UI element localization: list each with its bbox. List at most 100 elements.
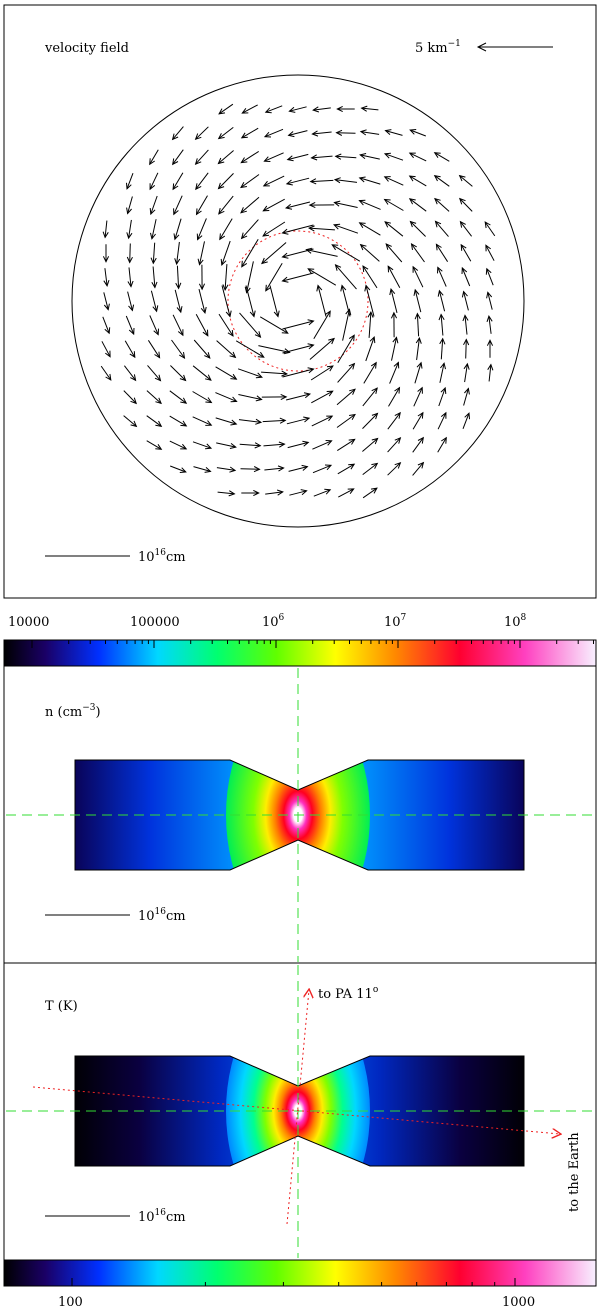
velocity-arrow <box>285 393 311 401</box>
velocity-arrowhead <box>172 183 179 191</box>
density-tick-0: 10000 <box>8 615 49 630</box>
velocity-arrow <box>127 291 133 311</box>
velocity-arrow <box>193 339 211 359</box>
velocity-arrow <box>306 249 338 257</box>
velocity-arrow <box>218 195 234 215</box>
velocity-arrow <box>311 390 333 404</box>
velocity-arrow <box>465 339 467 359</box>
velocity-arrowhead <box>312 106 320 113</box>
velocity-arrowhead <box>358 222 366 229</box>
velocity-arrowhead <box>180 397 188 404</box>
velocity-arrowhead <box>413 288 420 296</box>
velocity-arrow <box>238 419 262 423</box>
velocity-arrowhead <box>127 280 134 288</box>
velocity-arrow <box>387 412 401 430</box>
velocity-arrow <box>311 155 333 159</box>
velocity-arrowhead <box>130 397 138 405</box>
velocity-arrow <box>218 173 234 189</box>
velocity-arrowhead <box>150 232 156 240</box>
temperature-scale-label: 1016cm <box>138 1208 186 1225</box>
velocity-arrowhead <box>151 281 158 289</box>
velocity-arrowhead <box>240 207 247 214</box>
velocity-arrow <box>362 265 378 289</box>
velocity-arrowhead <box>287 131 295 138</box>
velocity-arrowhead <box>103 279 110 287</box>
velocity-arrow <box>264 467 284 471</box>
velocity-arrowhead <box>335 129 343 136</box>
velocity-arrowhead <box>230 373 238 380</box>
velocity-arrow <box>336 414 356 428</box>
velocity-arrowhead <box>173 208 179 216</box>
velocity-arrow <box>288 466 308 472</box>
velocity-arrowhead <box>281 276 289 283</box>
velocity-arrow <box>152 266 156 288</box>
velocity-arrowhead <box>435 243 442 251</box>
velocity-arrow <box>240 174 260 188</box>
velocity-arrowhead <box>149 158 155 166</box>
velocity-arrowhead <box>383 198 391 205</box>
velocity-arrow <box>261 371 287 375</box>
velocity-arrowhead <box>463 362 470 370</box>
velocity-arrowhead <box>240 132 248 139</box>
velocity-arrow <box>337 363 355 383</box>
velocity-arrow <box>169 440 187 450</box>
velocity-arrow <box>128 267 132 287</box>
velocity-arrow <box>169 415 187 427</box>
velocity-arrow <box>437 437 447 453</box>
velocity-arrow <box>217 491 235 495</box>
temperature-colorbar <box>3 1259 597 1287</box>
velocity-arrow <box>123 415 137 427</box>
inner-dotted-circle <box>227 230 369 372</box>
density-tick-1: 100000 <box>130 615 180 630</box>
velocity-arrow <box>146 390 162 404</box>
velocity-arrowhead <box>408 152 416 159</box>
velocity-arrowhead <box>179 352 186 359</box>
velocity-arrowhead <box>229 443 237 449</box>
velocity-arrowhead <box>240 157 248 164</box>
velocity-arrowhead <box>219 233 226 241</box>
velocity-arrowhead <box>384 129 392 135</box>
velocity-arrowhead <box>180 420 188 427</box>
velocity-arrowhead <box>440 362 446 370</box>
temperature-tick-1000: 1000 <box>502 1295 535 1310</box>
velocity-arrow <box>440 338 444 360</box>
velocity-arrowhead <box>487 363 494 371</box>
velocity-arrowhead <box>303 392 312 399</box>
velocity-arrowhead <box>281 327 289 334</box>
velocity-arrow <box>241 127 259 139</box>
velocity-arrow <box>146 440 162 450</box>
velocity-arrowhead <box>225 310 232 318</box>
velocity-arrow <box>362 438 378 452</box>
velocity-arrow <box>282 224 314 234</box>
velocity-arrow <box>241 219 259 239</box>
speed-scale-label: 5 km−1 <box>415 39 461 56</box>
velocity-arrow <box>147 340 161 358</box>
velocity-arrow <box>246 261 254 293</box>
velocity-arrow <box>313 310 331 340</box>
velocity-arrow <box>240 196 260 214</box>
velocity-arrowhead <box>334 153 342 160</box>
velocity-arrowhead <box>371 387 378 395</box>
outer-boundary-circle <box>71 74 525 528</box>
velocity-arrow <box>282 368 314 378</box>
velocity-panel-frame <box>3 4 597 599</box>
velocity-arrowhead <box>149 183 156 191</box>
velocity-arrow <box>152 242 156 264</box>
velocity-arrowhead <box>171 133 179 141</box>
velocity-arrowhead <box>195 208 202 216</box>
velocity-arrowhead <box>194 158 202 165</box>
velocity-arrow <box>337 334 355 364</box>
velocity-arrowhead <box>229 351 237 359</box>
velocity-arrowhead <box>437 289 444 297</box>
velocity-arrow <box>195 149 209 165</box>
velocity-arrow <box>218 127 234 139</box>
velocity-arrowhead <box>311 130 319 137</box>
velocity-arrow <box>263 198 285 212</box>
velocity-arrow <box>385 130 403 136</box>
velocity-arrow <box>149 172 159 190</box>
velocity-arrowhead <box>155 397 162 405</box>
velocity-arrowhead <box>371 437 379 445</box>
velocity-arrow <box>487 292 493 310</box>
velocity-arrowhead <box>387 265 394 273</box>
velocity-arrowhead <box>324 464 333 471</box>
